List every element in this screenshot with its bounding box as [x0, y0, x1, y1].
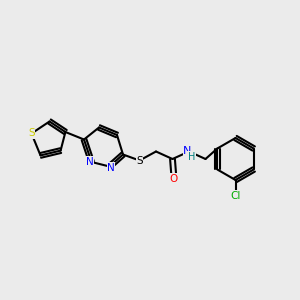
Text: Cl: Cl	[230, 190, 241, 201]
Text: N: N	[86, 157, 94, 167]
Text: H: H	[188, 152, 195, 162]
Text: N: N	[107, 163, 115, 173]
Text: O: O	[170, 173, 178, 184]
Text: S: S	[28, 128, 35, 139]
Text: N: N	[183, 146, 192, 156]
Text: S: S	[136, 155, 143, 166]
